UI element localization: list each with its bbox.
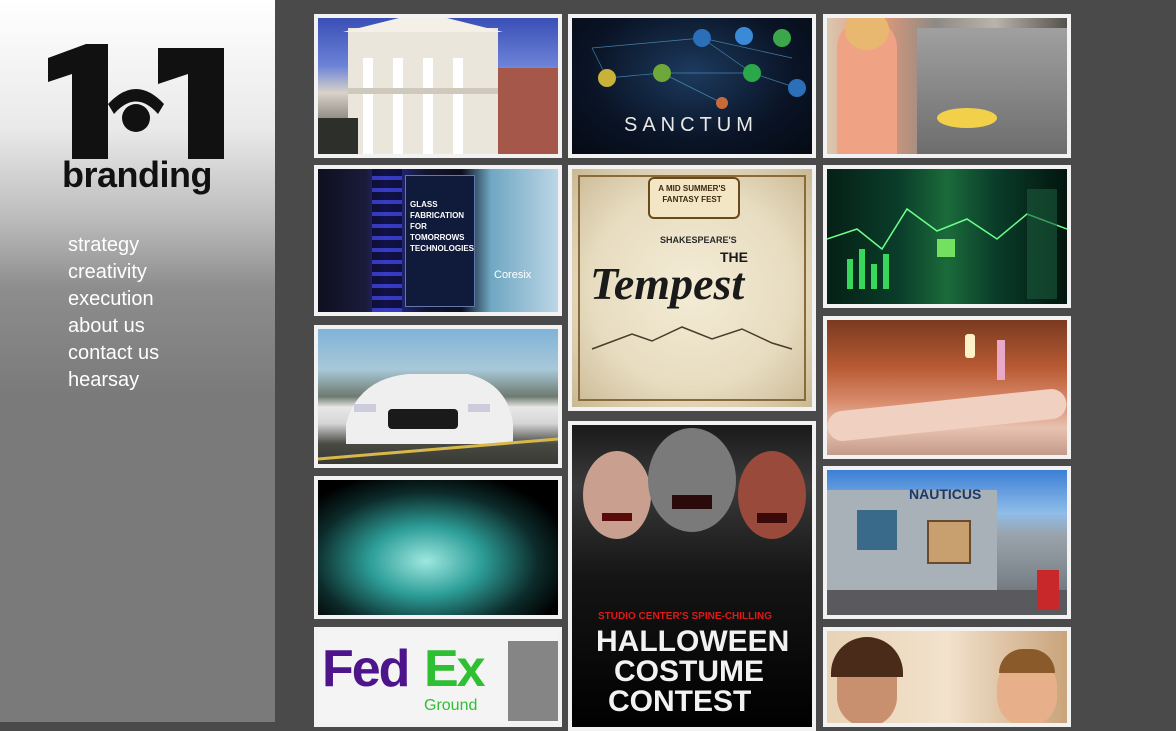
portfolio-tile-sanctum[interactable]: SANCTUM	[568, 14, 816, 158]
car-image	[318, 329, 558, 464]
site-logo[interactable]: branding	[46, 44, 231, 204]
glass-brochure-image: GLASS FABRICATION FOR TOMORROWS TECHNOLO…	[318, 169, 558, 312]
portfolio-tile-tempest[interactable]: A MID SUMMER'S FANTASY FEST SHAKESPEARE'…	[568, 165, 816, 411]
fedex-logo-ground: Ground	[424, 697, 478, 714]
nauticus-sign: NAUTICUS	[909, 486, 982, 502]
data-viz-image	[827, 169, 1067, 304]
network-graphic	[591, 27, 806, 109]
halloween-line1: HALLOWEEN	[596, 625, 790, 658]
fedex-logo-ex: Ex	[424, 640, 486, 698]
glass-brochure-brand: Coresix	[494, 269, 532, 281]
portfolio-tile-audi-car[interactable]	[314, 325, 562, 468]
portfolio-tile-data-viz[interactable]	[823, 165, 1071, 308]
tempest-poster: A MID SUMMER'S FANTASY FEST SHAKESPEARE'…	[572, 169, 812, 407]
portfolio-tile-nauticus[interactable]: NAUTICUS	[823, 466, 1071, 619]
portfolio-tile-water-splash[interactable]	[314, 476, 562, 619]
portfolio-tile-glass-brochure[interactable]: GLASS FABRICATION FOR TOMORROWS TECHNOLO…	[314, 165, 562, 316]
monster-faces	[583, 428, 806, 539]
splash-image	[318, 480, 558, 615]
tempest-the: THE	[720, 249, 748, 265]
nav-execution[interactable]: execution	[68, 288, 154, 310]
tempest-banner: A MID SUMMER'S FANTASY FEST	[658, 184, 726, 204]
nav-hearsay[interactable]: hearsay	[68, 369, 140, 391]
portfolio-tile-kids[interactable]	[823, 627, 1071, 727]
kids-image	[827, 631, 1067, 723]
halloween-poster: STUDIO CENTER'S SPINE-CHILLING HALLOWEEN…	[572, 425, 812, 727]
nauticus-image: NAUTICUS	[827, 470, 1067, 615]
tempest-title: Tempest	[590, 258, 745, 309]
nav-about-us[interactable]: about us	[68, 315, 145, 337]
portfolio-tile-mansion[interactable]	[314, 14, 562, 158]
halloween-kicker: STUDIO CENTER'S SPINE-CHILLING	[598, 611, 773, 622]
logo-wordmark: branding	[62, 154, 212, 195]
logo-1-1-mark	[48, 44, 224, 159]
main-nav: strategy creativity execution about us c…	[68, 232, 159, 394]
portfolio-tile-spa[interactable]	[823, 316, 1071, 459]
nav-strategy[interactable]: strategy	[68, 234, 140, 256]
spa-image	[827, 320, 1067, 455]
halloween-line2: COSTUME	[614, 655, 764, 688]
portfolio-tile-fedex[interactable]: Fed Ex Ground	[314, 627, 562, 727]
portfolio-tile-kitchen[interactable]	[823, 14, 1071, 158]
mansion-image	[318, 18, 558, 154]
kitchen-image	[827, 18, 1067, 154]
nav-creativity[interactable]: creativity	[68, 261, 147, 283]
tempest-byline: SHAKESPEARE'S	[660, 235, 737, 245]
fedex-image: Fed Ex Ground	[318, 631, 558, 723]
nav-contact-us[interactable]: contact us	[68, 342, 160, 364]
sanctum-title: SANCTUM	[624, 114, 758, 136]
glass-brochure-title: GLASS FABRICATION FOR TOMORROWS TECHNOLO…	[410, 200, 475, 253]
portfolio-tile-halloween[interactable]: STUDIO CENTER'S SPINE-CHILLING HALLOWEEN…	[568, 421, 816, 731]
sanctum-image: SANCTUM	[572, 18, 812, 154]
fedex-logo-fed: Fed	[322, 640, 410, 698]
sidebar: branding strategy creativity execution a…	[0, 0, 275, 722]
mountain-illustration	[591, 326, 793, 350]
halloween-line3: CONTEST	[608, 685, 752, 718]
